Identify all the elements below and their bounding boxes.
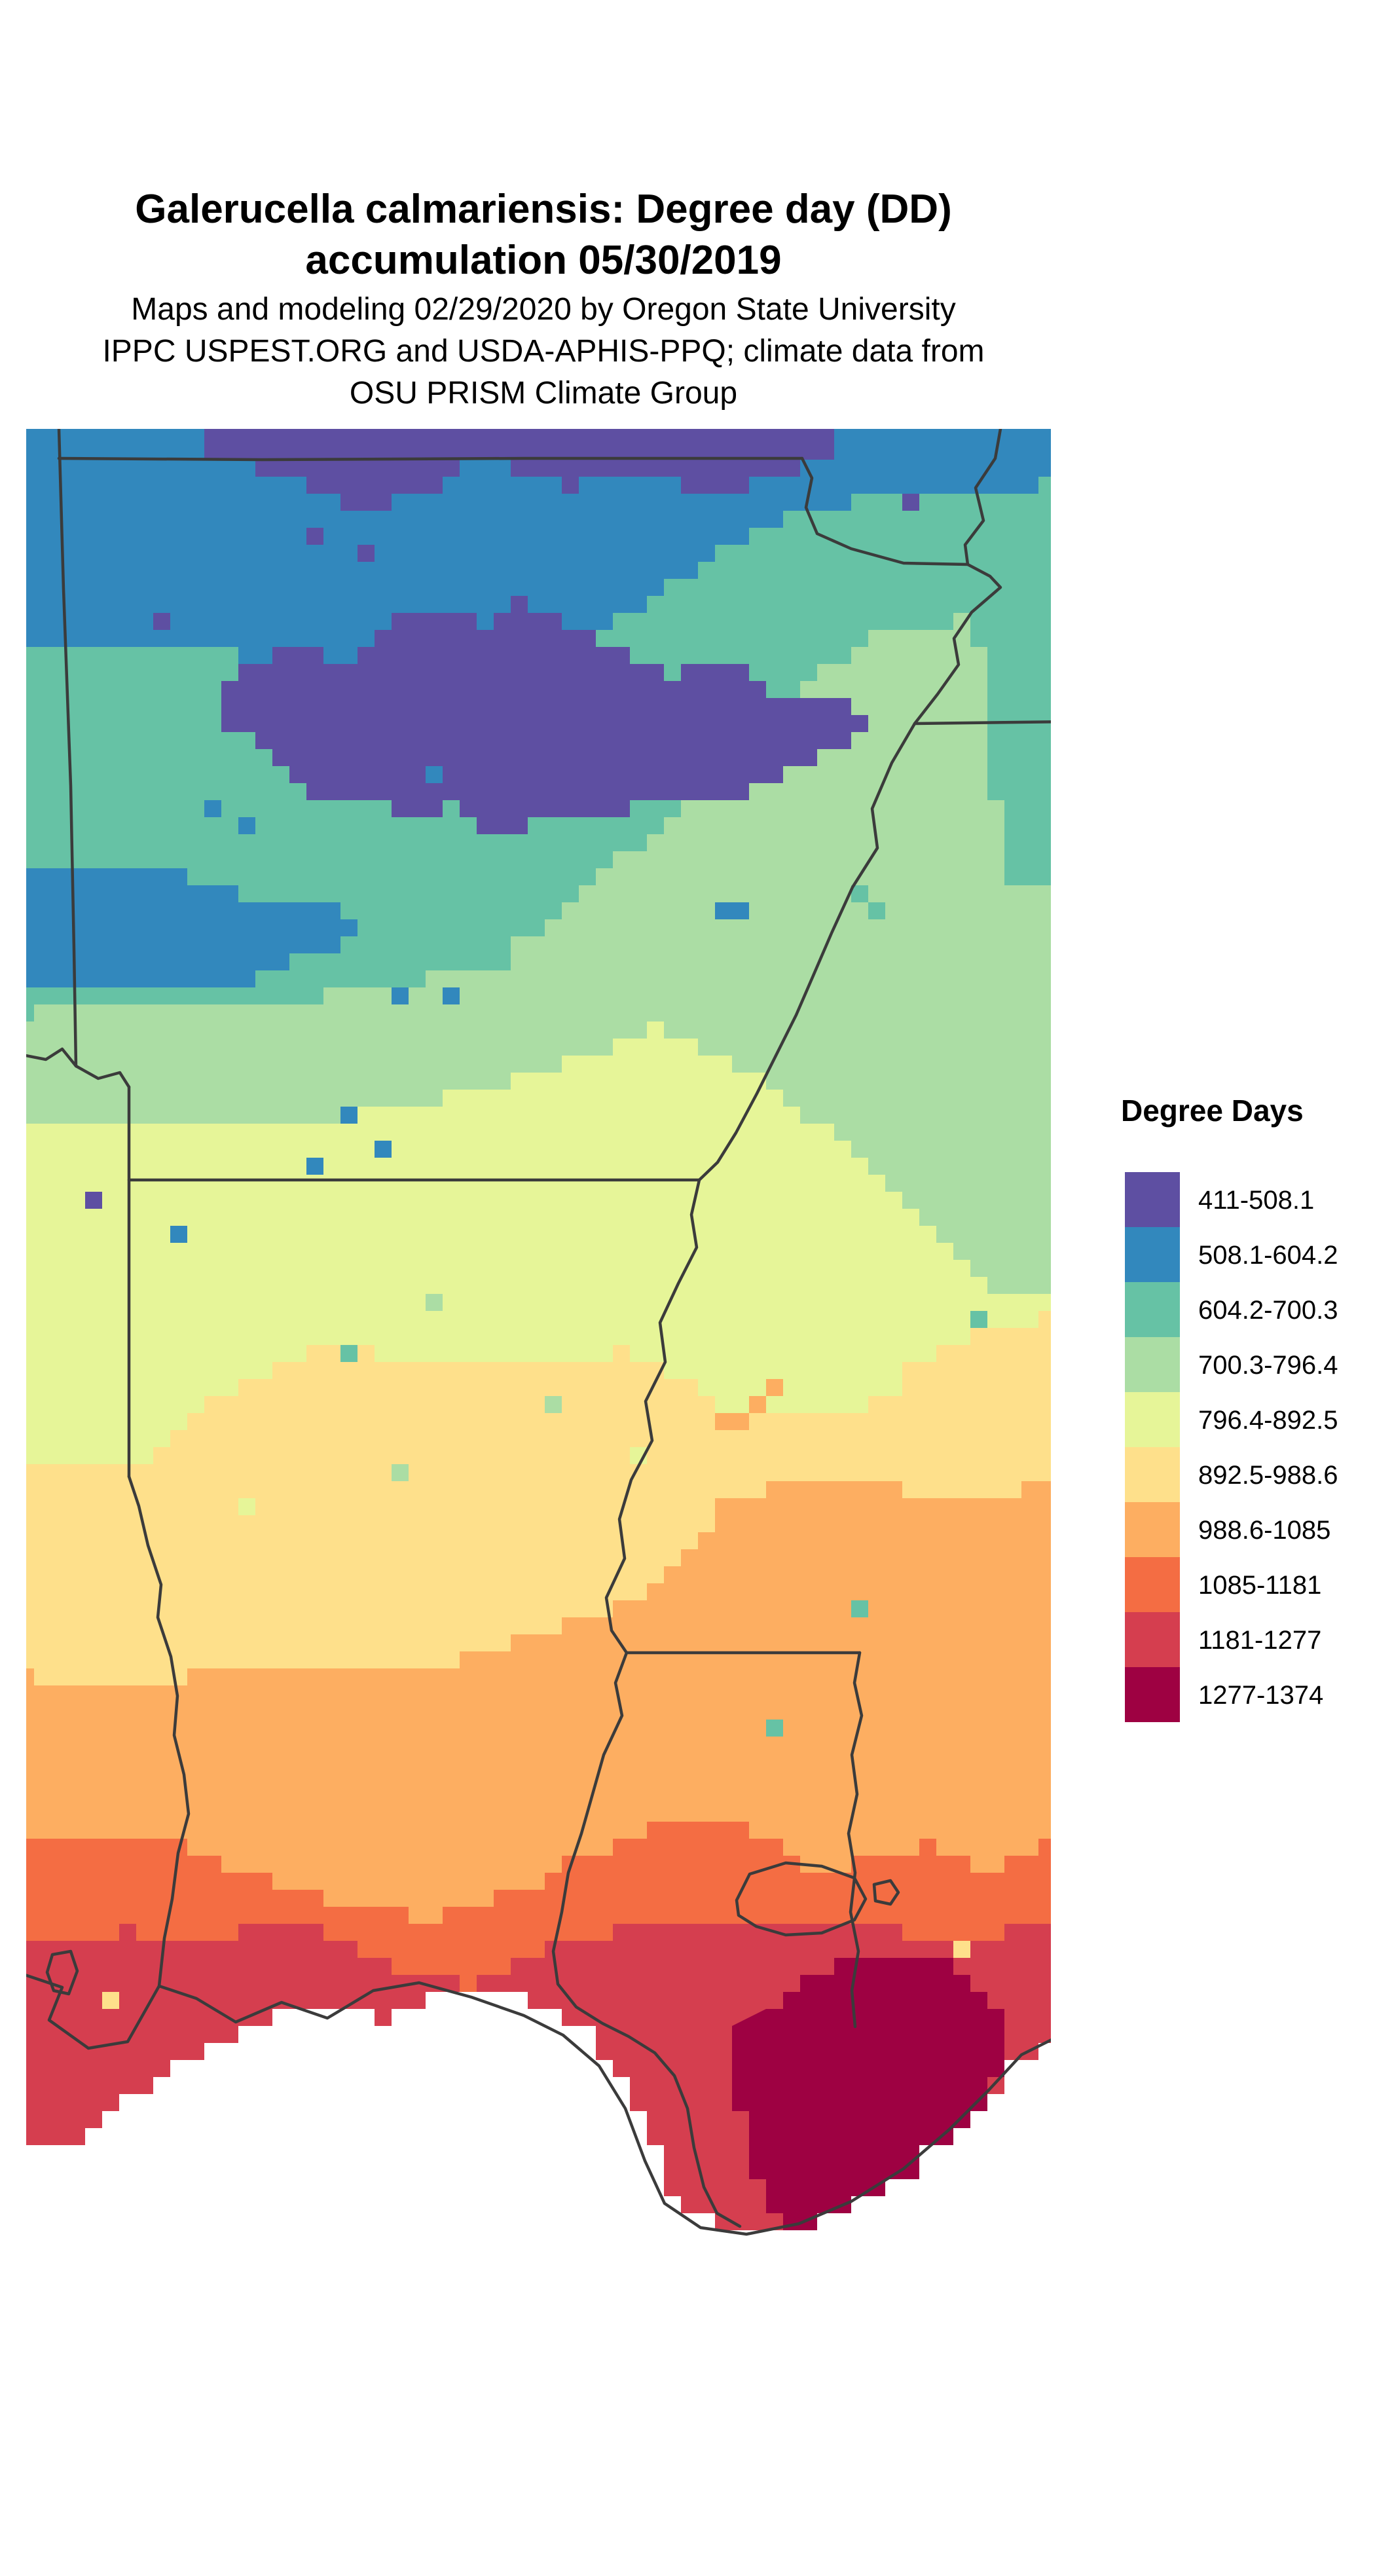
speckle-yellow [102, 1992, 119, 2009]
border-coastline [26, 1974, 1051, 2236]
speckle-blue [715, 902, 732, 919]
legend-label: 1277-1374 [1198, 1681, 1323, 1710]
speckle-green [426, 1294, 443, 1311]
speckle-purple [358, 545, 375, 562]
legend-label: 892.5-988.6 [1198, 1461, 1338, 1490]
legend-label: 604.2-700.3 [1198, 1296, 1338, 1325]
speckle-blue [426, 766, 443, 783]
speckle-green [545, 1396, 562, 1413]
speckle-blue [340, 1107, 358, 1124]
lake-calcasieu [45, 1949, 79, 1996]
legend-label: 1085-1181 [1198, 1571, 1321, 1600]
legend-label: 700.3-796.4 [1198, 1351, 1338, 1380]
speckle-teal [766, 1720, 783, 1737]
speckle-blue [732, 902, 749, 919]
patch-blue-ouachita [26, 868, 358, 987]
legend-swatch [1125, 1447, 1180, 1502]
lake-pontchartrain [735, 1861, 868, 1937]
speckle-teal [868, 902, 885, 919]
speckle-pale [800, 1362, 817, 1379]
figure-subtitle-line2: IPPC USPEST.ORG and USDA-APHIS-PPQ; clim… [102, 334, 984, 369]
speckle-purple [306, 528, 323, 545]
legend-swatch [1125, 1502, 1180, 1557]
speckle-green [392, 1464, 409, 1481]
legend-swatch [1125, 1282, 1180, 1337]
figure-title-line1: Galerucella calmariensis: Degree day (DD… [135, 187, 951, 232]
speckle-pale [817, 1379, 834, 1396]
border-mississippi-river-lower [551, 1651, 742, 2228]
legend: Degree Days 411-508.1 508.1-604.2 604.2-70… [1121, 1094, 1338, 1722]
figure-title-line2: accumulation 05/30/2019 [305, 238, 781, 283]
border-red-river [26, 1047, 131, 1089]
gulf-of-mexico-area [26, 1992, 1051, 2508]
map-canvas [26, 429, 1051, 2508]
speckle-blue [443, 987, 460, 1004]
legend-swatch [1125, 1337, 1180, 1392]
legend-label: 988.6-1085 [1198, 1516, 1330, 1545]
speckle-ltorange [749, 1396, 766, 1413]
legend-swatch [1125, 1227, 1180, 1282]
speckle-blue [238, 817, 255, 834]
speckle-ltorange [732, 1413, 749, 1430]
speckle-teal [851, 885, 868, 902]
border-missouri-bootheel [800, 456, 970, 566]
legend-swatch [1125, 1392, 1180, 1447]
legend-swatch [1125, 1557, 1180, 1612]
speckle-red [562, 1975, 579, 1992]
border-tennessee-mississippi [913, 720, 1051, 726]
legend-title: Degree Days [1121, 1094, 1304, 1128]
speckle-purple [85, 1192, 102, 1209]
figure-subtitle-line1: Maps and modeling 02/29/2020 by Oregon S… [131, 292, 955, 327]
speckle-blue [170, 1226, 187, 1243]
legend-label: 508.1-604.2 [1198, 1241, 1338, 1270]
legend-label: 1181-1277 [1198, 1626, 1321, 1655]
legend-label: 796.4-892.5 [1198, 1406, 1338, 1435]
speckle-blue [204, 800, 221, 817]
speckle-purple [902, 494, 919, 511]
legend-swatch [1125, 1172, 1180, 1227]
speckle-blue [375, 1141, 392, 1158]
patch-purple-ozark [221, 596, 868, 834]
border-pearl-river [847, 1651, 864, 2029]
speckle-teal [970, 1311, 987, 1328]
lake-borgne [872, 1879, 900, 1906]
figure-subtitle-line3: OSU PRISM Climate Group [350, 376, 737, 411]
border-missouri-arkansas [57, 456, 804, 462]
legend-swatch [1125, 1667, 1180, 1722]
speckle-ltorange [766, 1379, 783, 1396]
legend-entries: 411-508.1 508.1-604.2 604.2-700.3 700.3-796… [1125, 1172, 1338, 1722]
border-west-state-line [57, 429, 78, 1068]
border-sabine-river [127, 1475, 191, 1988]
legend-label: 411-508.1 [1198, 1186, 1314, 1215]
speckle-teal [851, 1600, 868, 1617]
speckle-ltorange [715, 1413, 732, 1430]
legend-swatch [1125, 1612, 1180, 1667]
patch-purple-top-strip [204, 429, 834, 511]
speckle-teal [340, 1345, 358, 1362]
speckle-yellow [953, 1941, 970, 1958]
speckle-blue [306, 1158, 323, 1175]
speckle-blue [392, 987, 409, 1004]
speckle-pale [238, 1498, 255, 1515]
speckle-purple [153, 613, 170, 630]
border-mississippi-river [604, 429, 1002, 1655]
figure-titles: Galerucella calmariensis: Degree day (DD… [102, 187, 984, 411]
